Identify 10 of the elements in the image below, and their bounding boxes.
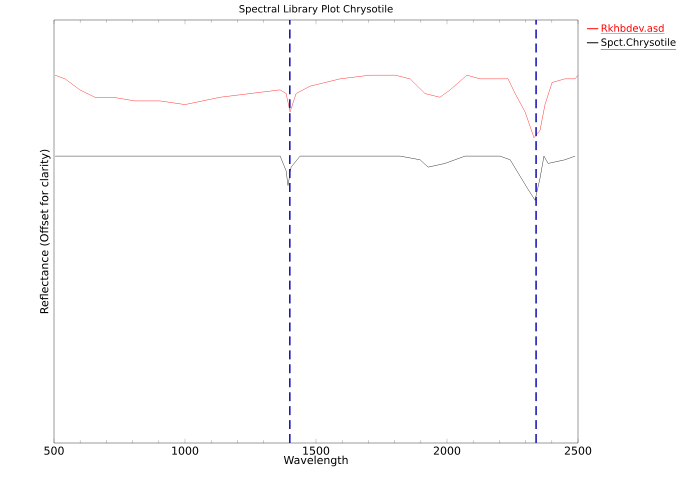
x-tick-label: 2500 — [564, 446, 592, 455]
x-tick-label: 1500 — [303, 446, 330, 455]
x-tick-label: 2000 — [434, 446, 460, 455]
x-tick-label: 1000 — [172, 446, 198, 455]
y-axis-title: Reflectance (Offset for clarity) — [40, 150, 50, 314]
chart-title: Spectral Library Plot Chrysotile — [239, 4, 393, 14]
x-axis-title: Wavelength — [284, 456, 348, 466]
legend-label: Spct.Chrysotile — [601, 38, 676, 48]
x-tick-label: 500 — [44, 446, 64, 455]
legend-label: Rkhbdev.asd — [602, 24, 664, 32]
